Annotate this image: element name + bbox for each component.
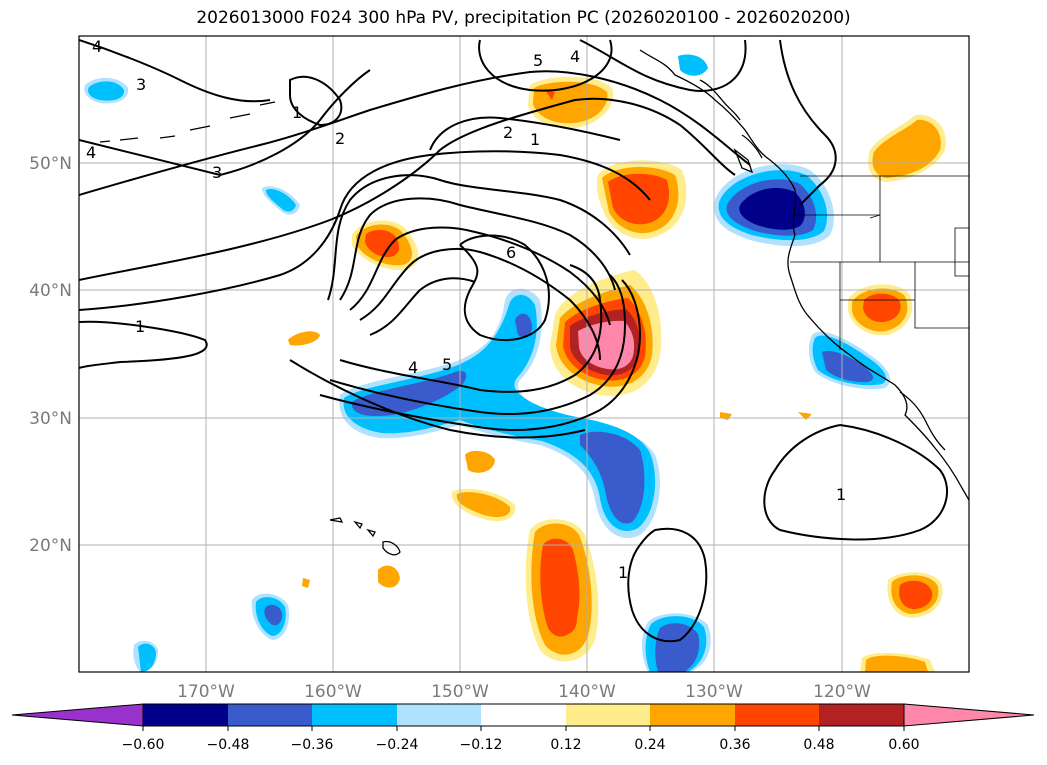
- colorbar-bin: [143, 704, 228, 726]
- colorbar-tick-label: 0.48: [803, 737, 834, 753]
- contour-label: 5: [442, 355, 452, 374]
- latitude-labels: 50°N 40°N 30°N 20°N: [29, 154, 72, 556]
- lon-label: 160°W: [304, 682, 362, 702]
- contour-label: 1: [135, 317, 145, 336]
- contour-label: 1: [530, 130, 540, 149]
- pv-contour-4-gulf: [478, 39, 613, 92]
- contour-label: 2: [335, 129, 345, 148]
- colorbar-tick-label: 0.24: [634, 737, 665, 753]
- colorbar-tick-label: 0.36: [719, 737, 750, 753]
- colorbar-tick-label: 0.12: [550, 737, 581, 753]
- pv-contour-2-trough: [79, 150, 651, 311]
- pv-contour-4-north: [79, 39, 271, 103]
- contour-label: 4: [86, 143, 96, 162]
- contour-labels: 4 3 4 3 2 1 5 4 2 1 6 4 5 1 1 1: [86, 37, 846, 582]
- pv-contour-east: [779, 39, 837, 206]
- pv-contour-1-southcentral: [627, 527, 708, 643]
- contour-label: 4: [408, 358, 418, 377]
- lat-label: 20°N: [29, 536, 72, 556]
- lon-label: 150°W: [431, 682, 489, 702]
- colorbar-bin: [819, 704, 904, 726]
- lat-label: 50°N: [29, 154, 72, 174]
- colorbar-bin: [566, 704, 650, 726]
- map-title: 2026013000 F024 300 hPa PV, precipitatio…: [196, 8, 851, 28]
- colorbar-bin: [312, 704, 397, 726]
- colorbar-bin: [735, 704, 819, 726]
- contour-label: 2: [503, 123, 513, 142]
- colorbar-bin: [481, 704, 566, 726]
- colorbar-tick-label: −0.12: [460, 737, 503, 753]
- colorbar-extend-low: [11, 703, 144, 727]
- longitude-labels: 170°W 160°W 150°W 140°W 130°W 120°W: [177, 682, 871, 702]
- colorbar-extend-high: [903, 703, 1035, 727]
- contour-label: 1: [292, 103, 302, 122]
- pv-contour-1-south: [763, 424, 949, 541]
- gridlines: [79, 36, 969, 672]
- contour-label: 6: [506, 243, 516, 262]
- colorbar-tick-label: −0.24: [376, 737, 419, 753]
- contour-label: 4: [92, 37, 102, 56]
- map-frame: [78, 35, 970, 673]
- colorbar-tick-label: −0.60: [122, 737, 165, 753]
- lon-label: 140°W: [558, 682, 616, 702]
- colorbar-tick-label: −0.48: [207, 737, 250, 753]
- coastlines: [99, 49, 969, 556]
- contour-label: 3: [136, 75, 146, 94]
- contour-label: 5: [533, 51, 543, 70]
- pv-contour-north-big: [579, 39, 747, 92]
- colorbar-bin: [650, 704, 735, 726]
- colorbar-tick-label: 0.60: [888, 737, 919, 753]
- colorbar: −0.60 −0.48 −0.36 −0.24 −0.12 0.12 0.24 …: [11, 703, 1035, 753]
- contour-label: 1: [836, 485, 846, 504]
- contour-label: 3: [212, 163, 222, 182]
- pv-contour-1-main: [79, 97, 736, 281]
- lon-label: 170°W: [177, 682, 235, 702]
- pv-contour-2: [79, 70, 751, 196]
- pv-contour-6: [459, 234, 550, 341]
- lon-label: 120°W: [813, 682, 871, 702]
- contour-label: 4: [570, 47, 580, 66]
- colorbar-bin: [397, 704, 481, 726]
- lat-label: 40°N: [29, 281, 72, 301]
- contour-label: 1: [618, 563, 628, 582]
- north-america-coast: [639, 49, 969, 501]
- pv-contours: [79, 39, 949, 643]
- lat-label: 30°N: [29, 409, 72, 429]
- colorbar-bin: [228, 704, 312, 726]
- lon-label: 130°W: [685, 682, 743, 702]
- colorbar-tick-label: −0.36: [291, 737, 334, 753]
- pv-contour-1-west: [79, 320, 208, 369]
